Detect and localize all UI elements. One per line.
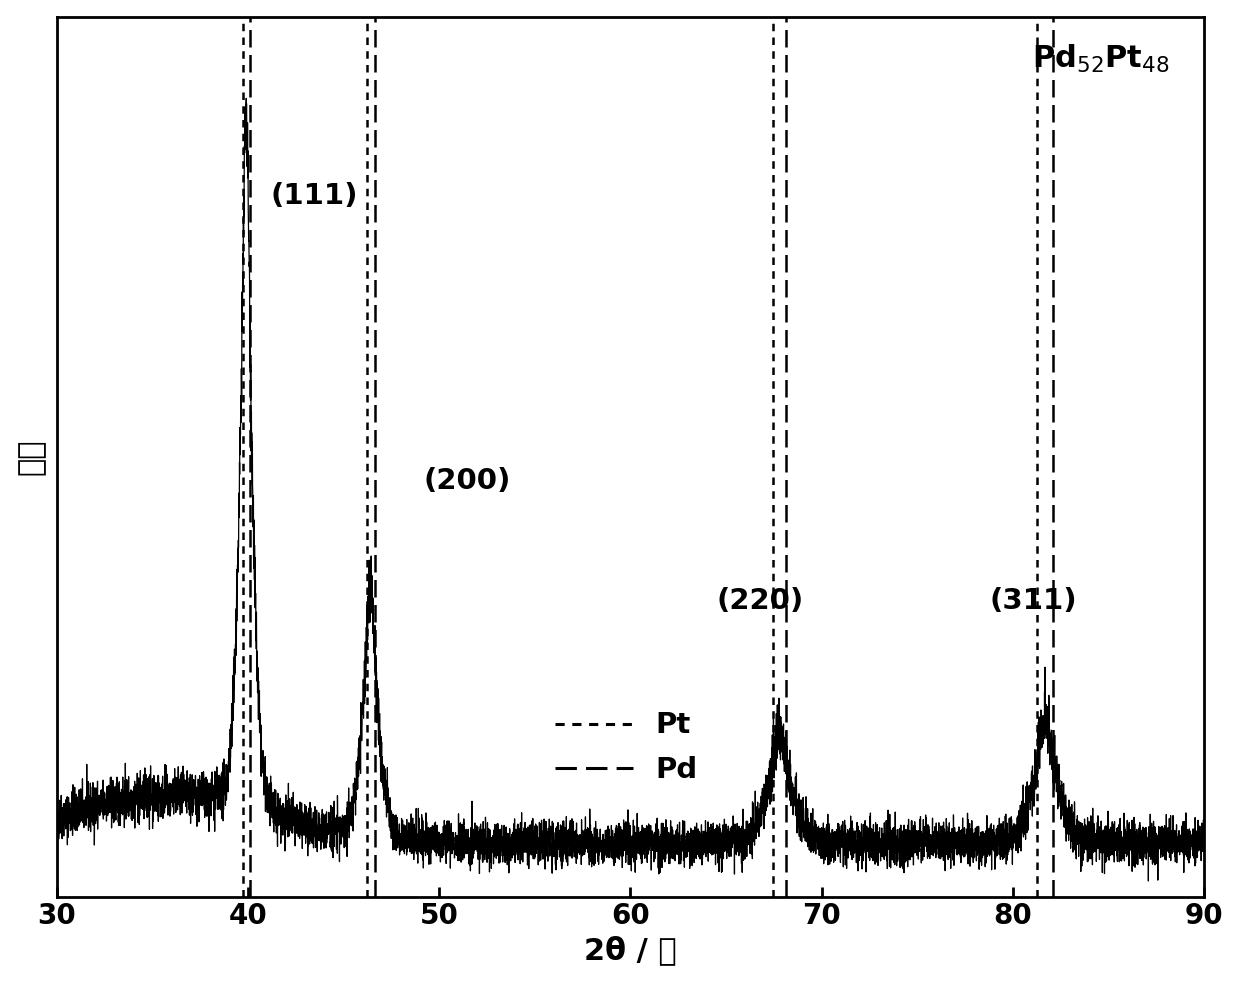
Y-axis label: 强度: 强度 (16, 439, 46, 475)
Text: (311): (311) (990, 587, 1078, 615)
Text: Pd$_{52}$Pt$_{48}$: Pd$_{52}$Pt$_{48}$ (1032, 43, 1169, 76)
Legend: Pt, Pd: Pt, Pd (544, 700, 708, 795)
Text: (200): (200) (424, 467, 511, 496)
Text: (111): (111) (270, 182, 358, 210)
X-axis label: 2θ / 度: 2θ / 度 (584, 936, 677, 965)
Text: (220): (220) (717, 587, 804, 615)
